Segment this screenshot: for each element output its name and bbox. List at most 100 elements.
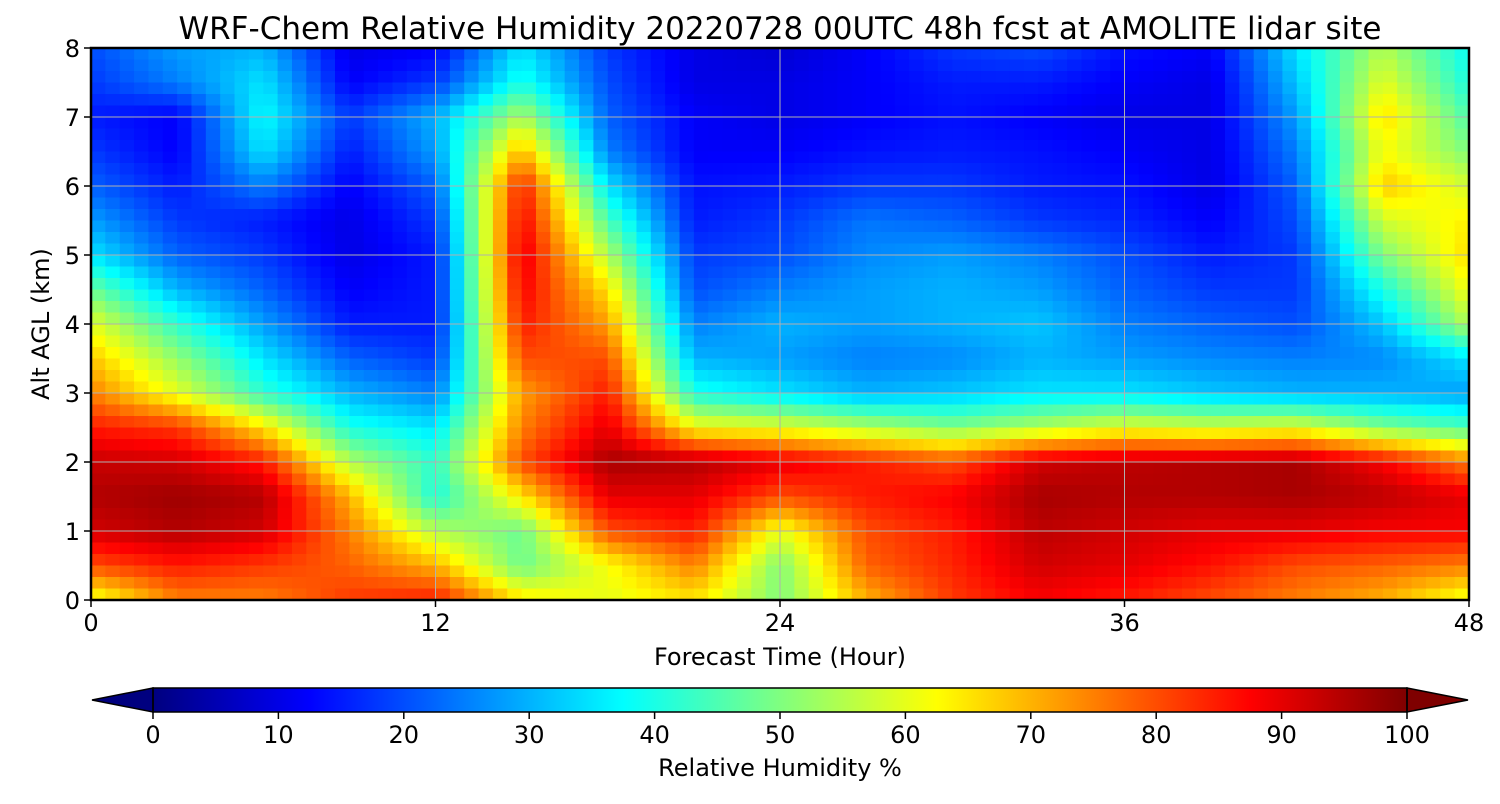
- heat-cell: [1081, 174, 1097, 187]
- heat-cell: [593, 554, 609, 567]
- heat-cell: [564, 427, 580, 440]
- heat-cell: [1296, 220, 1312, 233]
- heat-cell: [894, 94, 910, 107]
- heat-cell: [1124, 588, 1140, 600]
- heat-cell: [435, 220, 451, 233]
- heat-cell: [1038, 347, 1054, 360]
- heat-cell: [937, 519, 953, 532]
- heat-cell: [1397, 232, 1413, 245]
- heat-cell: [248, 358, 264, 371]
- heat-cell: [421, 312, 437, 325]
- heat-cell: [1081, 519, 1097, 532]
- heat-cell: [449, 151, 465, 164]
- heat-cell: [952, 508, 968, 521]
- heat-cell: [177, 117, 193, 130]
- heat-cell: [1440, 462, 1456, 475]
- heat-cell: [435, 151, 451, 164]
- heat-cell: [1382, 439, 1398, 452]
- heat-cell: [205, 358, 221, 371]
- heat-cell: [866, 82, 882, 95]
- heat-cell: [780, 220, 795, 233]
- heat-cell: [579, 266, 594, 279]
- heat-cell: [1339, 289, 1355, 302]
- heat-cell: [392, 588, 408, 600]
- heat-cell: [607, 439, 623, 452]
- heat-cell: [478, 243, 494, 256]
- heat-cell: [1368, 82, 1384, 95]
- heat-cell: [1325, 186, 1341, 199]
- heat-cell: [1354, 519, 1370, 532]
- heat-cell: [980, 554, 996, 567]
- heat-cell: [1239, 393, 1255, 406]
- heat-cell: [995, 439, 1011, 452]
- heat-cell: [162, 588, 178, 600]
- heat-cell: [449, 59, 465, 72]
- heat-cell: [1196, 347, 1212, 360]
- heat-cell: [722, 565, 738, 578]
- heat-cell: [162, 370, 178, 383]
- heat-cell: [478, 255, 494, 268]
- heat-cell: [808, 462, 824, 475]
- colorbar-tick-label: 20: [389, 721, 420, 749]
- heat-cell: [1268, 577, 1283, 590]
- heat-cell: [306, 312, 322, 325]
- heat-cell: [1196, 462, 1212, 475]
- heat-cell: [507, 519, 523, 532]
- heat-cell: [177, 347, 193, 360]
- heat-cell: [1124, 71, 1140, 84]
- heat-cell: [650, 59, 666, 72]
- heat-cell: [909, 416, 925, 429]
- heat-cell: [1425, 496, 1441, 509]
- heat-cell: [1009, 48, 1025, 61]
- heat-cell: [579, 197, 594, 210]
- heat-cell: [708, 266, 724, 279]
- heat-cell: [952, 140, 968, 153]
- heat-cell: [392, 220, 408, 233]
- heat-cell: [1009, 531, 1025, 544]
- heat-cell: [291, 588, 307, 600]
- heat-cell: [952, 347, 968, 360]
- heat-cell: [636, 450, 652, 463]
- heat-cell: [1368, 393, 1384, 406]
- heat-cell: [823, 404, 839, 417]
- heat-cell: [550, 82, 566, 95]
- heat-cell: [1440, 427, 1456, 440]
- heat-cell: [894, 174, 910, 187]
- heat-cell: [909, 404, 925, 417]
- heat-cell: [521, 301, 537, 314]
- heat-cell: [1052, 197, 1068, 210]
- heat-cell: [1009, 450, 1025, 463]
- heat-cell: [148, 393, 164, 406]
- heat-cell: [291, 197, 307, 210]
- heat-cell: [1196, 565, 1212, 578]
- heat-cell: [1124, 59, 1140, 72]
- heat-cell: [435, 105, 451, 118]
- heat-cell: [607, 220, 623, 233]
- heat-cell: [679, 186, 695, 199]
- heat-cell: [1224, 358, 1240, 371]
- heat-cell: [679, 82, 695, 95]
- heat-cell: [693, 370, 709, 383]
- heat-cell: [966, 473, 982, 486]
- heat-cell: [1253, 496, 1269, 509]
- heat-cell: [1253, 128, 1269, 141]
- heat-cell: [119, 588, 135, 600]
- heat-cell: [1153, 324, 1169, 337]
- y-tick-label: 4: [65, 311, 80, 339]
- heat-cell: [1440, 197, 1456, 210]
- heat-cell: [205, 324, 221, 337]
- heat-cell: [1454, 174, 1469, 187]
- heat-cell: [1110, 554, 1126, 567]
- heat-cell: [751, 381, 767, 394]
- heat-cell: [1138, 197, 1154, 210]
- heat-cell: [765, 94, 781, 107]
- heat-cell: [392, 117, 408, 130]
- heat-cell: [851, 404, 867, 417]
- heat-cell: [521, 577, 537, 590]
- heat-cell: [1210, 519, 1226, 532]
- heat-cell: [1239, 416, 1255, 429]
- heat-cell: [291, 209, 307, 222]
- heat-cell: [550, 370, 566, 383]
- heat-cell: [1196, 404, 1212, 417]
- heat-cell: [579, 71, 594, 84]
